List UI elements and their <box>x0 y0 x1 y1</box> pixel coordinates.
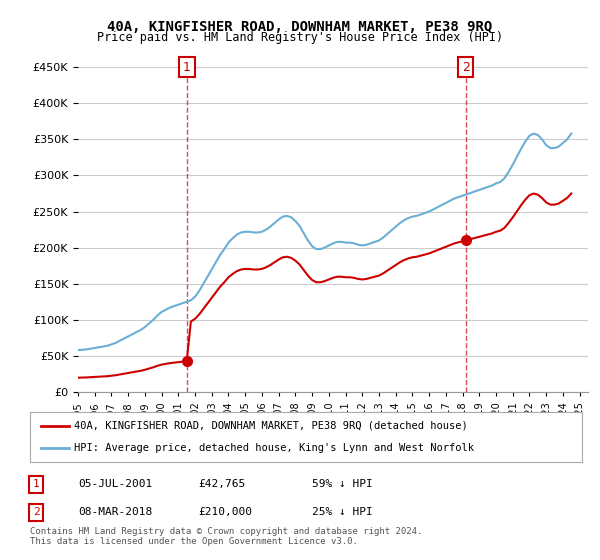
Text: 1: 1 <box>183 60 191 74</box>
Text: 59% ↓ HPI: 59% ↓ HPI <box>312 479 373 489</box>
Text: £42,765: £42,765 <box>198 479 245 489</box>
Text: 40A, KINGFISHER ROAD, DOWNHAM MARKET, PE38 9RQ: 40A, KINGFISHER ROAD, DOWNHAM MARKET, PE… <box>107 20 493 34</box>
Text: 2: 2 <box>461 60 470 74</box>
Text: 05-JUL-2001: 05-JUL-2001 <box>78 479 152 489</box>
Text: 40A, KINGFISHER ROAD, DOWNHAM MARKET, PE38 9RQ (detached house): 40A, KINGFISHER ROAD, DOWNHAM MARKET, PE… <box>74 421 468 431</box>
Text: 25% ↓ HPI: 25% ↓ HPI <box>312 507 373 517</box>
Text: Contains HM Land Registry data © Crown copyright and database right 2024.
This d: Contains HM Land Registry data © Crown c… <box>30 526 422 546</box>
Text: Price paid vs. HM Land Registry's House Price Index (HPI): Price paid vs. HM Land Registry's House … <box>97 31 503 44</box>
Text: 1: 1 <box>32 479 40 489</box>
Text: 2: 2 <box>32 507 40 517</box>
Text: £210,000: £210,000 <box>198 507 252 517</box>
Text: HPI: Average price, detached house, King's Lynn and West Norfolk: HPI: Average price, detached house, King… <box>74 443 474 453</box>
Text: 08-MAR-2018: 08-MAR-2018 <box>78 507 152 517</box>
